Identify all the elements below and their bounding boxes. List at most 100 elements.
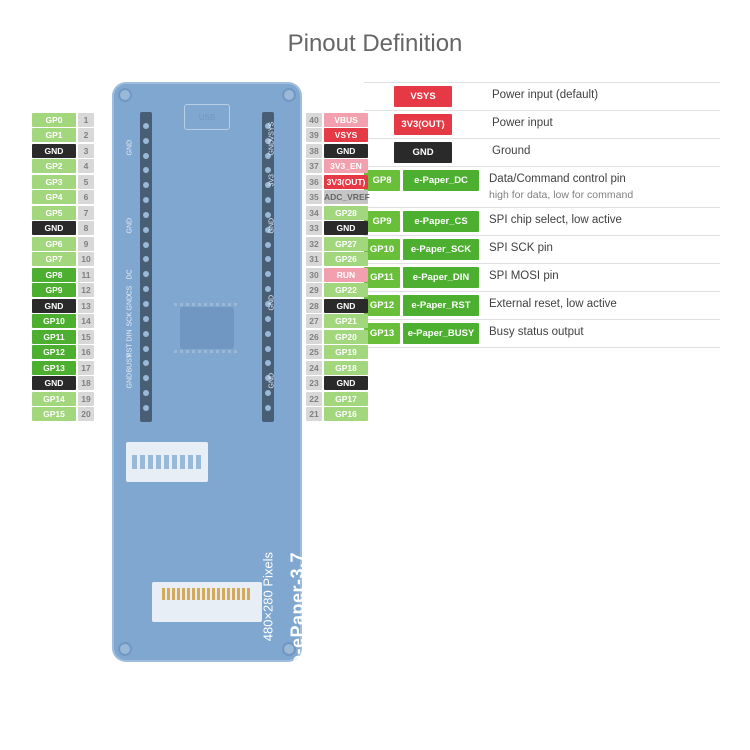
pin-label: GP14 [30,391,76,407]
legend-chip: e-Paper_SCK [403,239,479,260]
pin-label: GP22 [324,283,384,299]
pin-label: GND [30,143,76,159]
pin-number: 6 [78,190,94,206]
legend-row: GP12e-Paper_RSTExternal reset, low activ… [364,292,720,320]
pin-label: GP19 [324,345,384,361]
legend-chip: e-Paper_RST [403,295,479,316]
pin-label: GP4 [30,190,76,206]
pin-label: ADC_VREF [324,190,384,206]
pin-label: 3V3(OUT) [324,174,384,190]
pin-col-left-labels: GP0GP1GNDGP2GP3GP4GP5GNDGP6GP7GP8GP9GNDG… [30,112,76,422]
pin-label: GP17 [324,391,384,407]
legend-chip: e-Paper_DIN [403,267,479,288]
usb-port-icon: USB [184,104,230,130]
pin-label: GP15 [30,407,76,423]
pin-label: GP10 [30,314,76,330]
pin-label: 3V3_EN [324,159,384,175]
legend-desc: SPI chip select, low active [479,208,720,235]
pin-number: 13 [78,298,94,314]
pin-label: GND [30,221,76,237]
pin-label: GP11 [30,329,76,345]
legend-chips: VSYS [364,83,482,110]
legend-chip: e-Paper_BUSY [403,323,479,344]
pin-label: GND [30,298,76,314]
pin-label: GP26 [324,252,384,268]
pin-label: GND [324,221,384,237]
pin-label: GP5 [30,205,76,221]
legend-desc: SPI MOSI pin [479,264,720,291]
pin-label: GP8 [30,267,76,283]
pin-label: VSYS [324,128,384,144]
pin-number: 5 [78,174,94,190]
board-resolution-label: 480×280 Pixels [260,552,275,641]
pin-number: 15 [78,329,94,345]
pin-number: 1 [78,112,94,128]
legend-row: GP11e-Paper_DINSPI MOSI pin [364,264,720,292]
mount-hole-icon [282,88,296,102]
legend-chip: e-Paper_CS [403,211,479,232]
pin-label: GND [324,143,384,159]
pin-number: 16 [78,345,94,361]
pin-label: VBUS [324,112,384,128]
pin-label: GP0 [30,112,76,128]
pin-label: GP6 [30,236,76,252]
pin-label: GP9 [30,283,76,299]
pin-col-left-numbers: 1234567891011121314151617181920 [78,112,94,422]
fpc-connector-icon [152,582,262,622]
pcb-board: USB Pico-ePaper-3.7 480×280 Pixels GNDGN… [112,82,302,662]
legend-chip: VSYS [394,86,452,107]
pin-label: GP27 [324,236,384,252]
mcu-chip-icon [180,307,234,349]
board-wrap: GP0GP1GNDGP2GP3GP4GP5GNDGP6GP7GP8GP9GNDG… [30,82,302,662]
legend-chip: 3V3(OUT) [394,114,452,135]
pin-label: GP20 [324,329,384,345]
pin-label: GP16 [324,407,384,423]
pin-number: 11 [78,267,94,283]
legend-row: VSYS Power input (default) [364,82,720,111]
legend-chip: GND [394,142,452,163]
pin-col-right-labels: VBUSVSYSGND3V3_EN3V3(OUT)ADC_VREFGP28GND… [324,112,384,422]
pin-number: 7 [78,205,94,221]
pin-label: RUN [324,267,384,283]
pin-label: GP13 [30,360,76,376]
pin-label: GP28 [324,205,384,221]
legend-row: GND Ground [364,139,720,167]
pin-number: 17 [78,360,94,376]
pin-number: 20 [78,407,94,423]
legend-row: GP13e-Paper_BUSYBusy status output [364,320,720,348]
pin-label: GP18 [324,360,384,376]
pin-label: GP2 [30,159,76,175]
mount-hole-icon [118,88,132,102]
pin-label: GND [324,298,384,314]
pin-label: GND [324,376,384,392]
board-name-label: Pico-ePaper-3.7 [288,552,309,695]
legend-row: GP9e-Paper_CSSPI chip select, low active [364,208,720,236]
pin-number: 18 [78,376,94,392]
pin-label: GP3 [30,174,76,190]
legend-desc: SPI SCK pin [479,236,720,263]
pin-number: 9 [78,236,94,252]
main-layout: GP0GP1GNDGP2GP3GP4GP5GNDGP6GP7GP8GP9GNDG… [0,82,750,662]
legend-desc: Data/Command control pinhigh for data, l… [479,167,720,207]
legend-chip: e-Paper_DC [403,170,479,191]
pin-label: GP12 [30,345,76,361]
legend-desc: Ground [482,139,720,166]
pin-label: GND [30,376,76,392]
pin-label: GP21 [324,314,384,330]
pin-number: 4 [78,159,94,175]
pin-number: 14 [78,314,94,330]
legend-desc: Busy status output [479,320,720,347]
pin-number: 10 [78,252,94,268]
legend-desc: Power input [482,111,720,138]
pin-number: 19 [78,391,94,407]
pin-label: GP7 [30,252,76,268]
pin-number: 3 [78,143,94,159]
pin-number: 12 [78,283,94,299]
legend-desc: Power input (default) [482,83,720,110]
legend-desc: External reset, low active [479,292,720,319]
pin-label: GP1 [30,128,76,144]
page-title: Pinout Definition [0,0,750,82]
pin-number: 8 [78,221,94,237]
pin-number: 2 [78,128,94,144]
header-row-left [140,112,152,422]
